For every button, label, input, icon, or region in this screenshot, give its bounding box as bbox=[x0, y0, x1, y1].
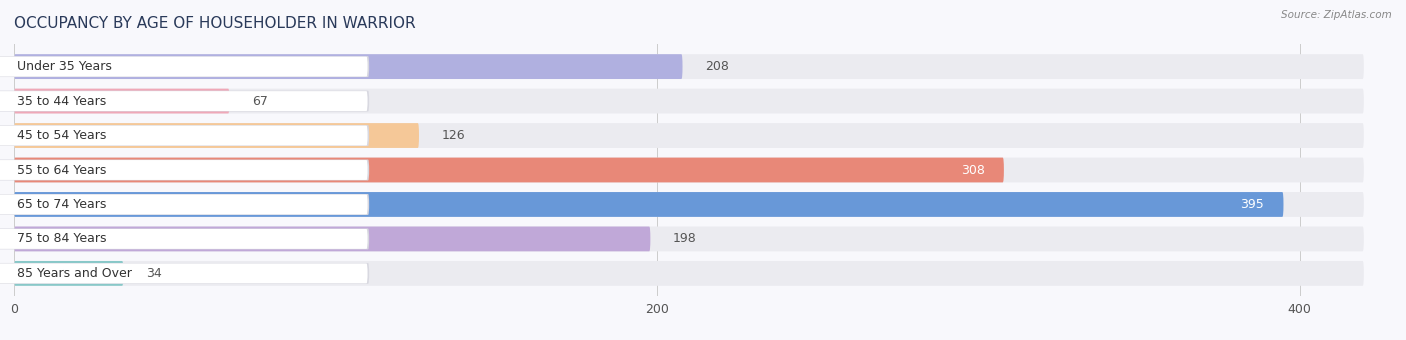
Text: OCCUPANCY BY AGE OF HOUSEHOLDER IN WARRIOR: OCCUPANCY BY AGE OF HOUSEHOLDER IN WARRI… bbox=[14, 16, 416, 31]
FancyBboxPatch shape bbox=[14, 123, 1364, 148]
Text: 55 to 64 Years: 55 to 64 Years bbox=[17, 164, 107, 176]
FancyBboxPatch shape bbox=[0, 91, 367, 111]
Text: 75 to 84 Years: 75 to 84 Years bbox=[17, 233, 107, 245]
FancyBboxPatch shape bbox=[14, 226, 1364, 251]
Text: 208: 208 bbox=[704, 60, 728, 73]
FancyBboxPatch shape bbox=[14, 226, 651, 251]
FancyBboxPatch shape bbox=[0, 56, 370, 77]
Text: 35 to 44 Years: 35 to 44 Years bbox=[17, 95, 107, 107]
FancyBboxPatch shape bbox=[0, 263, 370, 284]
Text: 198: 198 bbox=[673, 233, 696, 245]
FancyBboxPatch shape bbox=[14, 54, 1364, 79]
FancyBboxPatch shape bbox=[14, 123, 419, 148]
FancyBboxPatch shape bbox=[0, 125, 370, 146]
FancyBboxPatch shape bbox=[0, 57, 367, 76]
FancyBboxPatch shape bbox=[0, 159, 370, 181]
FancyBboxPatch shape bbox=[0, 160, 367, 180]
FancyBboxPatch shape bbox=[0, 228, 370, 249]
FancyBboxPatch shape bbox=[0, 194, 370, 215]
FancyBboxPatch shape bbox=[14, 89, 1364, 114]
Text: 308: 308 bbox=[960, 164, 984, 176]
Text: Under 35 Years: Under 35 Years bbox=[17, 60, 112, 73]
FancyBboxPatch shape bbox=[0, 264, 367, 283]
Text: 45 to 54 Years: 45 to 54 Years bbox=[17, 129, 107, 142]
Text: Source: ZipAtlas.com: Source: ZipAtlas.com bbox=[1281, 10, 1392, 20]
FancyBboxPatch shape bbox=[14, 192, 1284, 217]
FancyBboxPatch shape bbox=[14, 192, 1364, 217]
Text: 67: 67 bbox=[252, 95, 267, 107]
FancyBboxPatch shape bbox=[14, 261, 1364, 286]
FancyBboxPatch shape bbox=[14, 89, 229, 114]
FancyBboxPatch shape bbox=[0, 125, 367, 146]
FancyBboxPatch shape bbox=[14, 158, 1364, 182]
FancyBboxPatch shape bbox=[0, 194, 367, 215]
Text: 126: 126 bbox=[441, 129, 465, 142]
FancyBboxPatch shape bbox=[0, 229, 367, 249]
Text: 34: 34 bbox=[146, 267, 162, 280]
Text: 395: 395 bbox=[1240, 198, 1264, 211]
FancyBboxPatch shape bbox=[14, 158, 1004, 182]
FancyBboxPatch shape bbox=[14, 261, 124, 286]
Text: 65 to 74 Years: 65 to 74 Years bbox=[17, 198, 107, 211]
Text: 85 Years and Over: 85 Years and Over bbox=[17, 267, 132, 280]
FancyBboxPatch shape bbox=[0, 91, 370, 112]
FancyBboxPatch shape bbox=[14, 54, 682, 79]
